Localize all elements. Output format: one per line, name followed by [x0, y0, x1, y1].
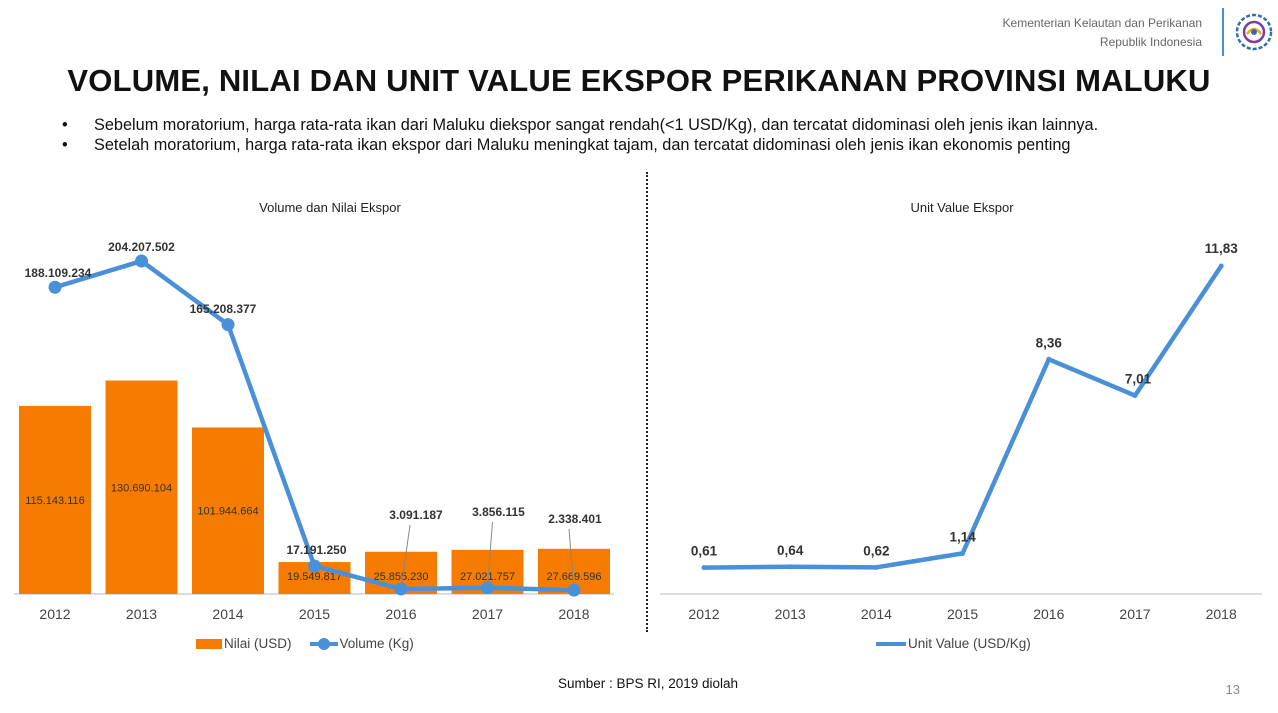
x-tick-label-unit-2016: 2016 [1033, 606, 1064, 622]
chart-title-volume-nilai: Volume dan Nilai Ekspor [259, 200, 401, 215]
bar-label-nilai-2016: 25.855.230 [373, 571, 428, 583]
source-note: Sumber : BPS RI, 2019 diolah [557, 676, 739, 691]
kkp-logo-icon [1235, 13, 1273, 51]
bar-nilai-2012 [19, 405, 91, 594]
bullet-item-1: Sebelum moratorium, harga rata-rata ikan… [62, 115, 1098, 135]
legend-unit-value: Unit Value (USD/Kg) [876, 636, 1039, 651]
page-title: VOLUME, NILAI DAN UNIT VALUE EKSPOR PERI… [67, 63, 1211, 98]
point-label-volume-2013: 204.207.502 [108, 240, 175, 254]
bar-label-nilai-2012: 115.143.116 [25, 495, 85, 507]
legend-label-nilai: Nilai (USD) [224, 636, 292, 651]
point-unit-value-2013 [787, 564, 793, 570]
x-tick-label-unit-2014: 2014 [861, 606, 892, 622]
point-volume-2013 [135, 254, 148, 268]
point-label-volume-2018: 2.338.401 [548, 512, 602, 526]
legend-item-unit-value: Unit Value (USD/Kg) [876, 636, 1031, 651]
point-volume-2017 [481, 581, 494, 595]
point-label-volume-2012: 188.109.234 [25, 266, 92, 280]
org-line-1: Kementerian Kelautan dan Perikanan [1002, 16, 1202, 30]
point-label-unit-value-2015: 1,14 [949, 529, 976, 544]
point-volume-2015 [308, 559, 321, 573]
chart-title-unit-value: Unit Value Ekspor [910, 200, 1014, 215]
point-unit-value-2015 [960, 550, 966, 556]
point-unit-value-2012 [701, 565, 707, 571]
point-label-unit-value-2014: 0,62 [863, 543, 889, 558]
x-tick-label-unit-2018: 2018 [1206, 606, 1237, 622]
point-label-unit-value-2013: 0,64 [777, 543, 804, 558]
point-label-unit-value-2017: 7,01 [1125, 372, 1152, 387]
legend-label-volume: Volume (Kg) [339, 636, 414, 651]
legend-swatch-nilai [196, 638, 222, 649]
point-unit-value-2017 [1132, 393, 1138, 399]
point-unit-value-2018 [1218, 263, 1224, 269]
line-unit-value [703, 264, 1224, 570]
legend-label-unit-value: Unit Value (USD/Kg) [908, 636, 1031, 651]
point-volume-2012 [48, 280, 62, 294]
x-tick-label-2012: 2012 [39, 606, 70, 622]
bullet-item-2: Setelah moratorium, harga rata-rata ikan… [62, 135, 1098, 155]
x-tick-label-unit-2017: 2017 [1119, 606, 1150, 622]
x-tick-label-unit-2015: 2015 [947, 606, 978, 622]
x-tick-label-unit-2012: 2012 [688, 606, 719, 622]
point-volume-2014 [221, 318, 235, 332]
point-unit-value-2016 [1046, 356, 1052, 362]
bar-label-nilai-2015: 19.549.817 [287, 571, 342, 583]
org-line-2: Republik Indonesia [1099, 35, 1202, 49]
x-tick-label-2015: 2015 [299, 606, 330, 622]
bar-label-nilai-2014: 101.944.664 [197, 506, 258, 518]
leader-line-volume-2018 [568, 528, 575, 591]
point-volume-2016 [394, 582, 408, 596]
point-label-volume-2014: 165.208.377 [190, 302, 257, 316]
chart-divider [646, 172, 648, 632]
point-label-unit-value-2016: 8,36 [1036, 335, 1063, 350]
point-label-unit-value-2018: 11,83 [1205, 241, 1239, 256]
bar-label-nilai-2018: 27.669.596 [546, 571, 601, 583]
page-number: 13 [1225, 682, 1240, 697]
point-volume-2018 [567, 583, 581, 597]
legend-volume-nilai: Nilai (USD) Volume (Kg) [196, 636, 422, 651]
x-tick-label-unit-2013: 2013 [775, 606, 806, 622]
leader-line-volume-2016 [400, 524, 411, 590]
legend-swatch-unit-value [876, 641, 906, 646]
legend-item-nilai: Nilai (USD) [196, 636, 292, 651]
point-unit-value-2014 [873, 564, 879, 570]
bullet-list: Sebelum moratorium, harga rata-rata ikan… [62, 115, 1098, 155]
bar-label-nilai-2013: 130.690.104 [111, 482, 172, 494]
bar-nilai-2013 [105, 380, 178, 594]
point-label-volume-2017: 3.856.115 [472, 505, 525, 519]
leader-line-volume-2017 [487, 521, 493, 588]
bar-label-nilai-2017: 27.021.757 [460, 571, 515, 583]
x-tick-label-2014: 2014 [212, 606, 243, 622]
x-tick-label-2017: 2017 [472, 606, 503, 622]
header-divider [1222, 8, 1224, 56]
legend-item-volume: Volume (Kg) [309, 636, 414, 651]
x-tick-label-2018: 2018 [558, 606, 589, 622]
organization-name: Kementerian Kelautan dan Perikanan Repub… [1003, 14, 1202, 52]
legend-swatch-volume [309, 637, 338, 650]
point-label-volume-2016: 3.091.187 [389, 508, 443, 522]
x-tick-label-2013: 2013 [126, 606, 157, 622]
point-label-volume-2015: 17.191.250 [286, 543, 346, 557]
bar-nilai-2014 [192, 427, 264, 594]
x-tick-label-2016: 2016 [385, 606, 416, 622]
point-label-unit-value-2012: 0,61 [691, 544, 718, 559]
